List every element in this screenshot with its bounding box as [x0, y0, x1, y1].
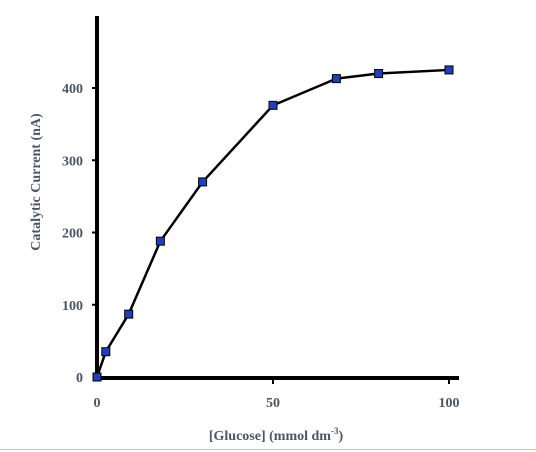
y-tick-label: 400 — [62, 82, 83, 97]
y-tick-label: 200 — [62, 227, 83, 242]
y-axis-title: Catalytic Current (nA) — [29, 113, 44, 251]
data-point — [155, 236, 165, 246]
x-axis-title: [Glucose] (mmol dm-3) — [209, 426, 344, 444]
x-tick-label: 0 — [94, 396, 101, 411]
x-ticks: 0 50 100 — [94, 378, 460, 411]
x-tick-label: 50 — [266, 396, 280, 411]
data-point — [124, 309, 134, 319]
data-point — [101, 347, 111, 357]
y-tick-label: 100 — [62, 299, 83, 314]
y-tick-label: 0 — [76, 371, 83, 386]
x-axis-title-suffix: ) — [338, 429, 343, 444]
data-point — [444, 65, 454, 75]
y-ticks: 0 100 200 300 400 — [62, 82, 97, 386]
x-axis-title-superscript: -3 — [331, 426, 339, 436]
y-tick-label: 300 — [62, 154, 83, 169]
x-tick-label: 100 — [439, 396, 460, 411]
series-line — [95, 68, 450, 378]
data-point — [331, 74, 341, 84]
series-polyline — [95, 68, 450, 378]
data-point — [268, 100, 278, 110]
bottom-divider — [0, 449, 536, 450]
x-axis-title-main: [Glucose] (mmol dm — [209, 429, 331, 444]
data-point — [374, 69, 384, 79]
axes — [95, 16, 459, 380]
data-point — [92, 372, 102, 382]
data-point — [198, 177, 208, 187]
series-points — [92, 65, 454, 382]
